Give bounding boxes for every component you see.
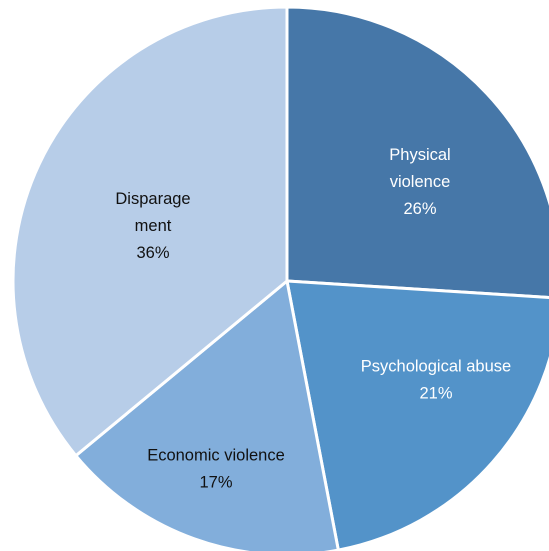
pie-label-percent: 26% [403, 200, 436, 218]
pie-label-category: Disparage [115, 190, 190, 208]
pie-slice-3 [11, 5, 289, 458]
pie-labels: Physical violence 26% Psychological abuse 21… [115, 146, 511, 492]
pie-slice-1 [285, 279, 549, 551]
pie-label-1: Psychological abuse 21% [361, 358, 511, 403]
pie-label-category: Economic violence [147, 447, 285, 465]
pie-label-percent: 17% [199, 474, 232, 492]
pie-slice-2 [73, 278, 341, 551]
pie-label-category: Physical [389, 146, 450, 164]
pie-label-category: ment [135, 217, 172, 235]
pie-label-3: Disparage ment 36% [115, 190, 190, 262]
pie-label-2: Economic violence 17% [147, 447, 285, 492]
pie-label-0: Physical violence 26% [389, 146, 450, 218]
pie-label-category: Psychological abuse [361, 358, 511, 376]
pie-label-category: violence [390, 173, 451, 191]
pie-slices [11, 5, 549, 551]
pie-slice-0 [285, 5, 549, 299]
pie-label-percent: 21% [419, 385, 452, 403]
pie-label-percent: 36% [136, 244, 169, 262]
